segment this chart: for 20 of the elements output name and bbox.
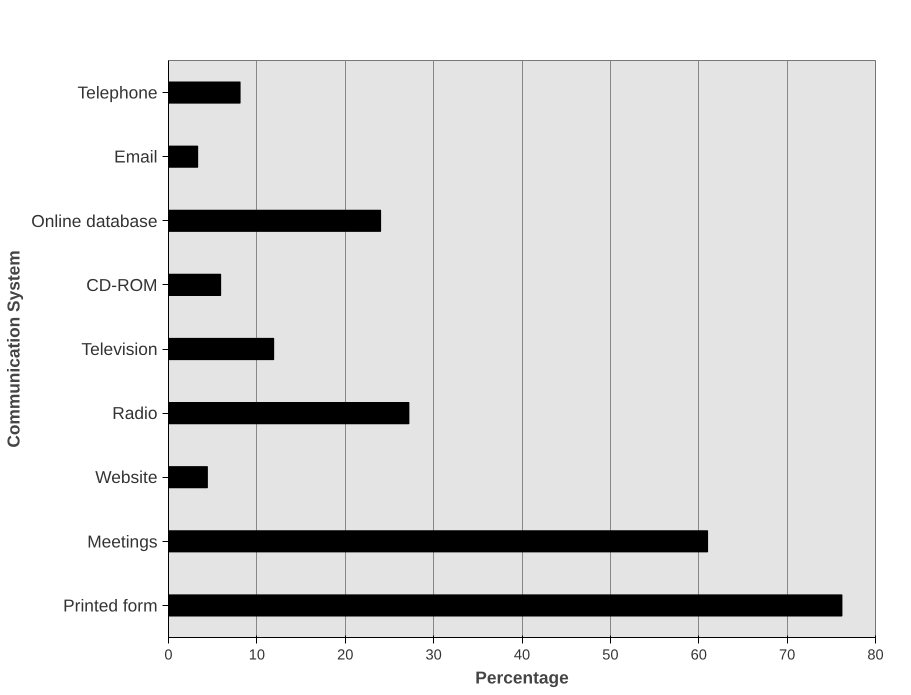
x-tick-label: 0 [164, 648, 173, 664]
x-tick-label: 50 [602, 648, 619, 664]
x-tick-label: 60 [690, 648, 707, 664]
x-tick-label: 80 [867, 648, 884, 664]
y-tick-label: Television [81, 339, 158, 359]
y-tick-label: Website [95, 467, 158, 488]
y-tick-label: CD-ROM [86, 274, 158, 295]
x-tick-label: 20 [337, 648, 354, 664]
x-tick-label: 40 [514, 648, 530, 664]
x-axis-title: Percentage [475, 668, 570, 688]
y-tick-label: Meetings [87, 531, 158, 552]
y-tick-label: Printed form [63, 595, 158, 616]
y-tick-label: Online database [31, 210, 158, 231]
x-tick-label: 30 [425, 648, 442, 664]
x-tick-label: 70 [778, 648, 796, 664]
y-tick-label: Telephone [78, 82, 158, 103]
x-tick-label: 10 [248, 648, 266, 664]
y-tick-label: Radio [112, 403, 158, 424]
y-tick-label: Email [114, 146, 158, 167]
y-axis-title: Communication System [3, 250, 24, 448]
